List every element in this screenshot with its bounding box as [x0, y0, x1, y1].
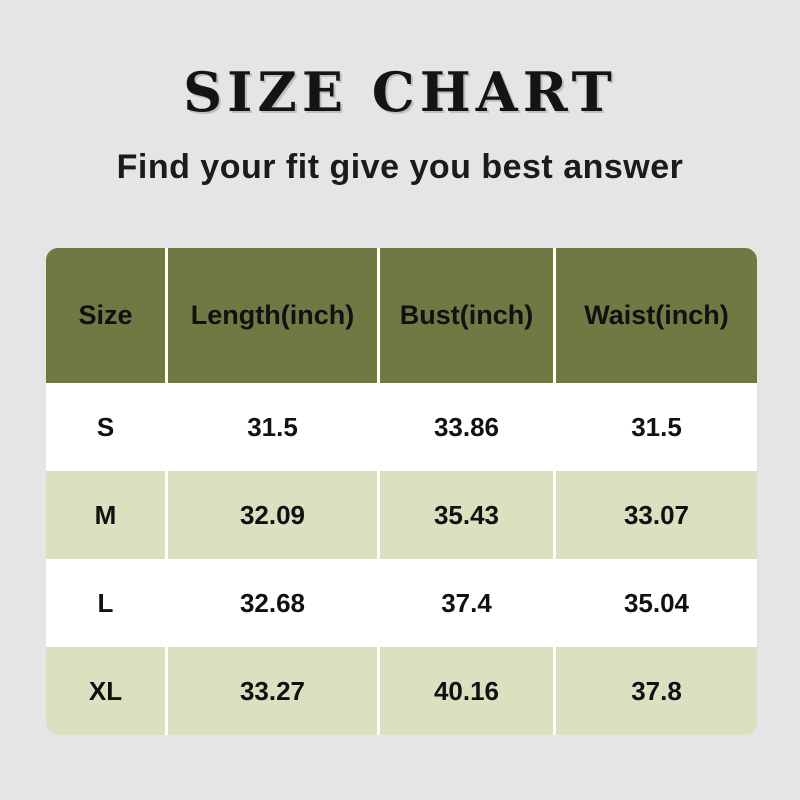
- cell-bust: 37.4: [380, 559, 553, 647]
- cell-size-label: L: [46, 559, 165, 647]
- table-row-l: L 32.68 37.4 35.04: [46, 559, 757, 647]
- cell-size-label: S: [46, 383, 165, 471]
- page-title: SIZE CHART: [183, 60, 617, 124]
- header-waist: Waist(inch): [556, 248, 757, 383]
- cell-bust: 40.16: [380, 647, 553, 735]
- cell-length: 32.09: [168, 471, 377, 559]
- cell-length: 31.5: [168, 383, 377, 471]
- header-length: Length(inch): [168, 248, 377, 383]
- table-header-row: Size Length(inch) Bust(inch) Waist(inch): [46, 248, 757, 383]
- page-subtitle: Find your fit give you best answer: [116, 148, 684, 186]
- cell-length: 33.27: [168, 647, 377, 735]
- table-row-m: M 32.09 35.43 33.07: [46, 471, 757, 559]
- size-table: Size Length(inch) Bust(inch) Waist(inch)…: [46, 248, 757, 735]
- header-bust: Bust(inch): [380, 248, 553, 383]
- cell-waist: 31.5: [556, 383, 757, 471]
- cell-size-label: XL: [46, 647, 165, 735]
- header-size: Size: [46, 248, 165, 383]
- table-row-s: S 31.5 33.86 31.5: [46, 383, 757, 471]
- cell-waist: 37.8: [556, 647, 757, 735]
- cell-size-label: M: [46, 471, 165, 559]
- cell-length: 32.68: [168, 559, 377, 647]
- cell-bust: 35.43: [380, 471, 553, 559]
- table-row-xl: XL 33.27 40.16 37.8: [46, 647, 757, 735]
- cell-bust: 33.86: [380, 383, 553, 471]
- cell-waist: 33.07: [556, 471, 757, 559]
- cell-waist: 35.04: [556, 559, 757, 647]
